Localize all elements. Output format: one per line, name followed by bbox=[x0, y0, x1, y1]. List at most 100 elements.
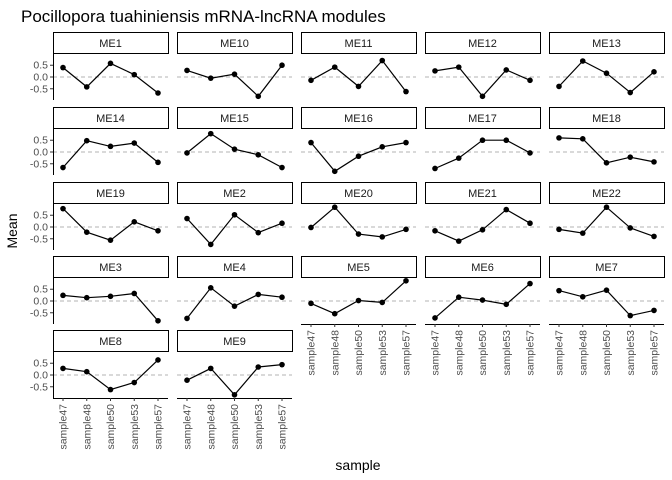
x-tick-label: sample57 bbox=[649, 330, 661, 376]
data-point bbox=[131, 140, 138, 146]
facet-strip bbox=[177, 32, 293, 54]
data-point bbox=[527, 280, 533, 287]
y-tick-label: -0.5 bbox=[30, 158, 48, 170]
data-point bbox=[479, 297, 486, 303]
facet-panel-me22: ME22 bbox=[549, 182, 665, 240]
facet-strip bbox=[549, 256, 665, 278]
x-tick-label: sample53 bbox=[377, 330, 389, 376]
data-point bbox=[479, 93, 486, 100]
facet-strip bbox=[53, 256, 169, 278]
data-point bbox=[184, 215, 190, 222]
series-line bbox=[186, 286, 283, 319]
data-point bbox=[279, 361, 285, 368]
data-point bbox=[231, 391, 238, 398]
x-tick-label: sample47 bbox=[554, 330, 566, 376]
facet-strip bbox=[425, 32, 541, 54]
facet-strip bbox=[177, 107, 293, 129]
x-tick-label: sample48 bbox=[205, 404, 217, 450]
y-tick-label: -0.5 bbox=[30, 381, 48, 393]
x-tick-label: sample48 bbox=[329, 330, 341, 376]
facet-strip-label: ME9 bbox=[223, 336, 246, 348]
data-point bbox=[231, 303, 238, 309]
y-axis-title: Mean bbox=[4, 213, 20, 248]
facet-strip bbox=[177, 256, 293, 278]
data-point bbox=[379, 144, 386, 150]
data-point bbox=[455, 238, 462, 244]
x-tick-label: sample50 bbox=[601, 330, 613, 376]
data-point bbox=[155, 357, 161, 363]
facet-strip-label: ME14 bbox=[96, 113, 125, 125]
data-point bbox=[155, 159, 161, 166]
data-point bbox=[60, 64, 66, 71]
data-point bbox=[627, 89, 634, 96]
facet-panel-me13: ME13 bbox=[549, 32, 665, 96]
facet-strip-label: ME4 bbox=[223, 262, 246, 274]
data-point bbox=[131, 219, 138, 225]
data-point bbox=[556, 83, 562, 90]
data-point bbox=[603, 204, 610, 211]
facet-panel-me7: ME7 sample47 sample48 sample50 sample53 sampl… bbox=[549, 256, 665, 376]
facet-strip bbox=[301, 256, 417, 278]
data-point bbox=[455, 155, 462, 161]
data-point bbox=[60, 164, 66, 171]
x-tick-label: sample57 bbox=[153, 404, 165, 450]
series-line bbox=[62, 208, 159, 241]
x-tick-label: sample47 bbox=[430, 330, 442, 376]
facet-strip bbox=[301, 107, 417, 129]
x-tick-label: sample53 bbox=[253, 404, 265, 450]
data-point bbox=[651, 233, 657, 240]
y-tick-label: 0.5 bbox=[33, 135, 48, 147]
facet-strip bbox=[425, 182, 541, 204]
data-point bbox=[83, 84, 90, 90]
data-point bbox=[231, 211, 238, 218]
data-point bbox=[107, 143, 114, 150]
data-point bbox=[503, 137, 510, 144]
facet-panel-me3: ME3 0.50.0-0.5 bbox=[30, 256, 169, 324]
facet-panel-me4: ME4 bbox=[177, 256, 293, 322]
facet-strip-label: ME12 bbox=[468, 38, 497, 50]
data-point bbox=[355, 231, 362, 237]
data-point bbox=[131, 71, 138, 78]
data-point bbox=[579, 136, 586, 142]
data-point bbox=[403, 88, 409, 95]
data-point bbox=[107, 237, 114, 243]
series-line bbox=[62, 62, 159, 94]
facet-strip bbox=[177, 330, 293, 352]
x-tick-label: sample50 bbox=[229, 404, 241, 450]
data-point bbox=[579, 58, 586, 64]
x-tick-label: sample48 bbox=[81, 404, 93, 450]
data-point bbox=[184, 150, 190, 156]
facet-strip bbox=[549, 32, 665, 54]
data-point bbox=[255, 93, 262, 100]
data-point bbox=[231, 71, 238, 77]
facet-strip-label: ME18 bbox=[592, 113, 621, 125]
facet-strip-label: ME22 bbox=[592, 188, 621, 200]
facet-panel-me2: ME2 bbox=[177, 182, 293, 248]
data-point bbox=[60, 205, 66, 212]
y-tick-label: 0.5 bbox=[33, 210, 48, 222]
facet-strip bbox=[53, 330, 169, 352]
facet-panel-me14: ME14 0.50.0-0.5 bbox=[30, 107, 169, 175]
y-tick-label: 0.0 bbox=[33, 222, 48, 234]
data-point bbox=[331, 310, 338, 317]
facet-panel-me15: ME15 bbox=[177, 107, 293, 171]
facet-panel-me8: ME8 0.50.0-0.5 sample47 sample48 sample50 sam… bbox=[30, 330, 169, 450]
data-point bbox=[331, 64, 338, 70]
series-line bbox=[434, 208, 531, 242]
y-tick-label: 0.0 bbox=[33, 370, 48, 382]
data-point bbox=[403, 139, 409, 146]
data-point bbox=[503, 206, 510, 213]
data-point bbox=[527, 150, 533, 156]
y-tick-label: -0.5 bbox=[30, 83, 48, 95]
x-tick-label: sample53 bbox=[501, 330, 513, 376]
facet-strip-label: ME15 bbox=[220, 113, 249, 125]
facet-panel-me6: ME6 sample47 sample48 sample50 sample53 sampl… bbox=[425, 256, 541, 376]
facet-strip-label: ME16 bbox=[344, 113, 373, 125]
facet-strip-label: ME19 bbox=[96, 188, 125, 200]
data-point bbox=[255, 291, 262, 298]
data-point bbox=[627, 312, 634, 319]
data-point bbox=[556, 135, 562, 141]
data-point bbox=[131, 379, 138, 386]
series-line bbox=[310, 280, 407, 315]
facet-strip-label: ME21 bbox=[468, 188, 497, 200]
